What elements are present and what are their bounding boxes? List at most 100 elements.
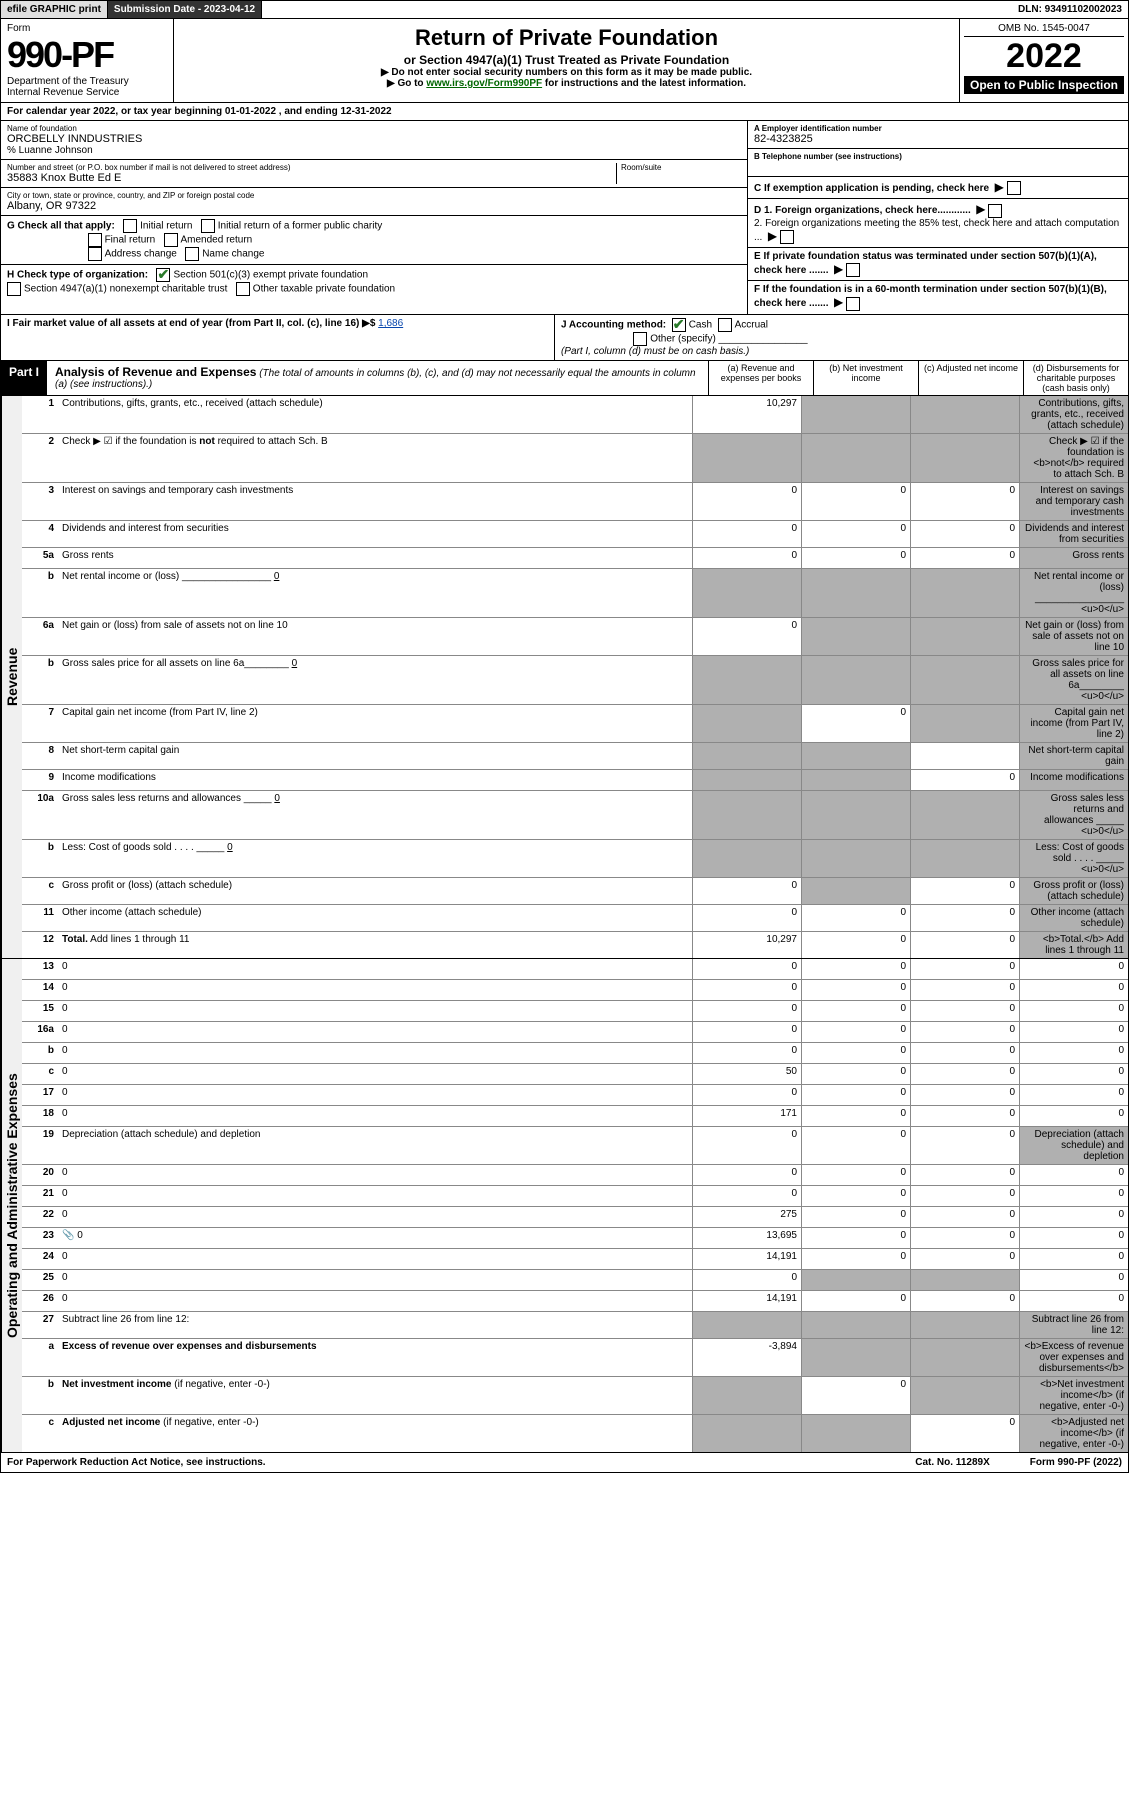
line-number: 20 [22, 1165, 58, 1185]
cell-c: 0 [910, 1165, 1019, 1185]
cell-c [910, 705, 1019, 742]
instructions-link[interactable]: www.irs.gov/Form990PF [426, 78, 542, 89]
cell-c: 0 [910, 1291, 1019, 1311]
c-checkbox[interactable] [1007, 181, 1021, 195]
name-change-checkbox[interactable] [185, 247, 199, 261]
cell-c: 0 [910, 1001, 1019, 1021]
cell-a: 0 [692, 1165, 801, 1185]
cell-a [692, 1377, 801, 1414]
cell-d: 0 [1019, 1085, 1128, 1105]
fmv-value[interactable]: 1,686 [378, 318, 403, 329]
cell-a: 0 [692, 878, 801, 904]
f-checkbox[interactable] [846, 297, 860, 311]
line-description: Less: Cost of goods sold . . . . _____ 0 [58, 840, 692, 877]
line-number: 13 [22, 959, 58, 979]
line-number: a [22, 1339, 58, 1376]
line-description: Subtract line 26 from line 12: [58, 1312, 692, 1338]
cell-c [910, 1377, 1019, 1414]
line-description: 0 [58, 1207, 692, 1227]
final-return-checkbox[interactable] [88, 233, 102, 247]
form-label: Form [7, 23, 167, 34]
form-title: Return of Private Foundation [184, 25, 949, 51]
cell-b: 0 [801, 705, 910, 742]
cell-c [910, 618, 1019, 655]
cell-d: Interest on savings and temporary cash i… [1019, 483, 1128, 520]
d1-checkbox[interactable] [988, 204, 1002, 218]
line-number: 5a [22, 548, 58, 568]
cell-d: 0 [1019, 1043, 1128, 1063]
line-description: 0 [58, 959, 692, 979]
cash-checkbox[interactable] [672, 318, 686, 332]
501c3-checkbox[interactable] [156, 268, 170, 282]
cell-c: 0 [910, 1127, 1019, 1164]
cell-b: 0 [801, 483, 910, 520]
cell-a: 275 [692, 1207, 801, 1227]
accrual-checkbox[interactable] [718, 318, 732, 332]
cell-a: 10,297 [692, 396, 801, 433]
line-description: 0 [58, 1291, 692, 1311]
amended-return-checkbox[interactable] [164, 233, 178, 247]
cell-d: Subtract line 26 from line 12: [1019, 1312, 1128, 1338]
cell-b: 0 [801, 1291, 910, 1311]
e-terminated: E If private foundation status was termi… [748, 248, 1128, 281]
part1-title: Analysis of Revenue and Expenses (The to… [47, 361, 708, 395]
line-number: 17 [22, 1085, 58, 1105]
cell-a: 50 [692, 1064, 801, 1084]
cell-a [692, 656, 801, 704]
other-method-checkbox[interactable] [633, 332, 647, 346]
instructions-line: ▶ Go to www.irs.gov/Form990PF for instru… [184, 78, 949, 89]
cell-a: 0 [692, 548, 801, 568]
revenue-label: Revenue [1, 396, 22, 958]
cell-d: 0 [1019, 1165, 1128, 1185]
open-to-public: Open to Public Inspection [964, 76, 1124, 94]
cell-b: 0 [801, 959, 910, 979]
h-org-type: H Check type of organization: Section 50… [1, 265, 747, 299]
table-row: 4Dividends and interest from securities0… [22, 521, 1128, 548]
cell-a: -3,894 [692, 1339, 801, 1376]
cell-a: 0 [692, 980, 801, 1000]
cell-a: 0 [692, 1127, 801, 1164]
4947a1-checkbox[interactable] [7, 282, 21, 296]
e-checkbox[interactable] [846, 263, 860, 277]
cell-d: 0 [1019, 959, 1128, 979]
table-row: 5aGross rents000Gross rents [22, 548, 1128, 569]
cell-b: 0 [801, 1022, 910, 1042]
table-row: 180171000 [22, 1106, 1128, 1127]
table-row: 25000 [22, 1270, 1128, 1291]
table-row: bNet rental income or (loss) ___________… [22, 569, 1128, 618]
cell-d: Gross sales price for all assets on line… [1019, 656, 1128, 704]
line-description: Net short-term capital gain [58, 743, 692, 769]
line-description: 0 [58, 1165, 692, 1185]
initial-former-checkbox[interactable] [201, 219, 215, 233]
line-description: 0 [58, 980, 692, 1000]
cell-d: 0 [1019, 1106, 1128, 1126]
other-taxable-checkbox[interactable] [236, 282, 250, 296]
line-description: Adjusted net income (if negative, enter … [58, 1415, 692, 1452]
cell-a: 14,191 [692, 1249, 801, 1269]
line-description: Net gain or (loss) from sale of assets n… [58, 618, 692, 655]
cell-b: 0 [801, 1377, 910, 1414]
address-change-checkbox[interactable] [88, 247, 102, 261]
efile-print-button[interactable]: efile GRAPHIC print [1, 1, 108, 18]
top-bar: efile GRAPHIC print Submission Date - 20… [0, 0, 1129, 19]
cell-b: 0 [801, 521, 910, 547]
line-description: Gross profit or (loss) (attach schedule) [58, 878, 692, 904]
c-exemption-pending: C If exemption application is pending, c… [748, 177, 1128, 199]
cell-c: 0 [910, 1186, 1019, 1206]
cell-c: 0 [910, 1106, 1019, 1126]
cell-d: Capital gain net income (from Part IV, l… [1019, 705, 1128, 742]
line-description: Total. Add lines 1 through 11 [58, 932, 692, 958]
cell-c [910, 840, 1019, 877]
cell-c: 0 [910, 932, 1019, 958]
cell-c: 0 [910, 980, 1019, 1000]
g-check-all: G Check all that apply: Initial return I… [1, 216, 747, 265]
initial-return-checkbox[interactable] [123, 219, 137, 233]
d2-checkbox[interactable] [780, 230, 794, 244]
line-number: 12 [22, 932, 58, 958]
form-ref: Form 990-PF (2022) [1030, 1457, 1122, 1468]
cell-c [910, 396, 1019, 433]
form-number: 990-PF [7, 34, 167, 76]
cell-d: Depreciation (attach schedule) and deple… [1019, 1127, 1128, 1164]
table-row: 8Net short-term capital gainNet short-te… [22, 743, 1128, 770]
cell-c: 0 [910, 1207, 1019, 1227]
